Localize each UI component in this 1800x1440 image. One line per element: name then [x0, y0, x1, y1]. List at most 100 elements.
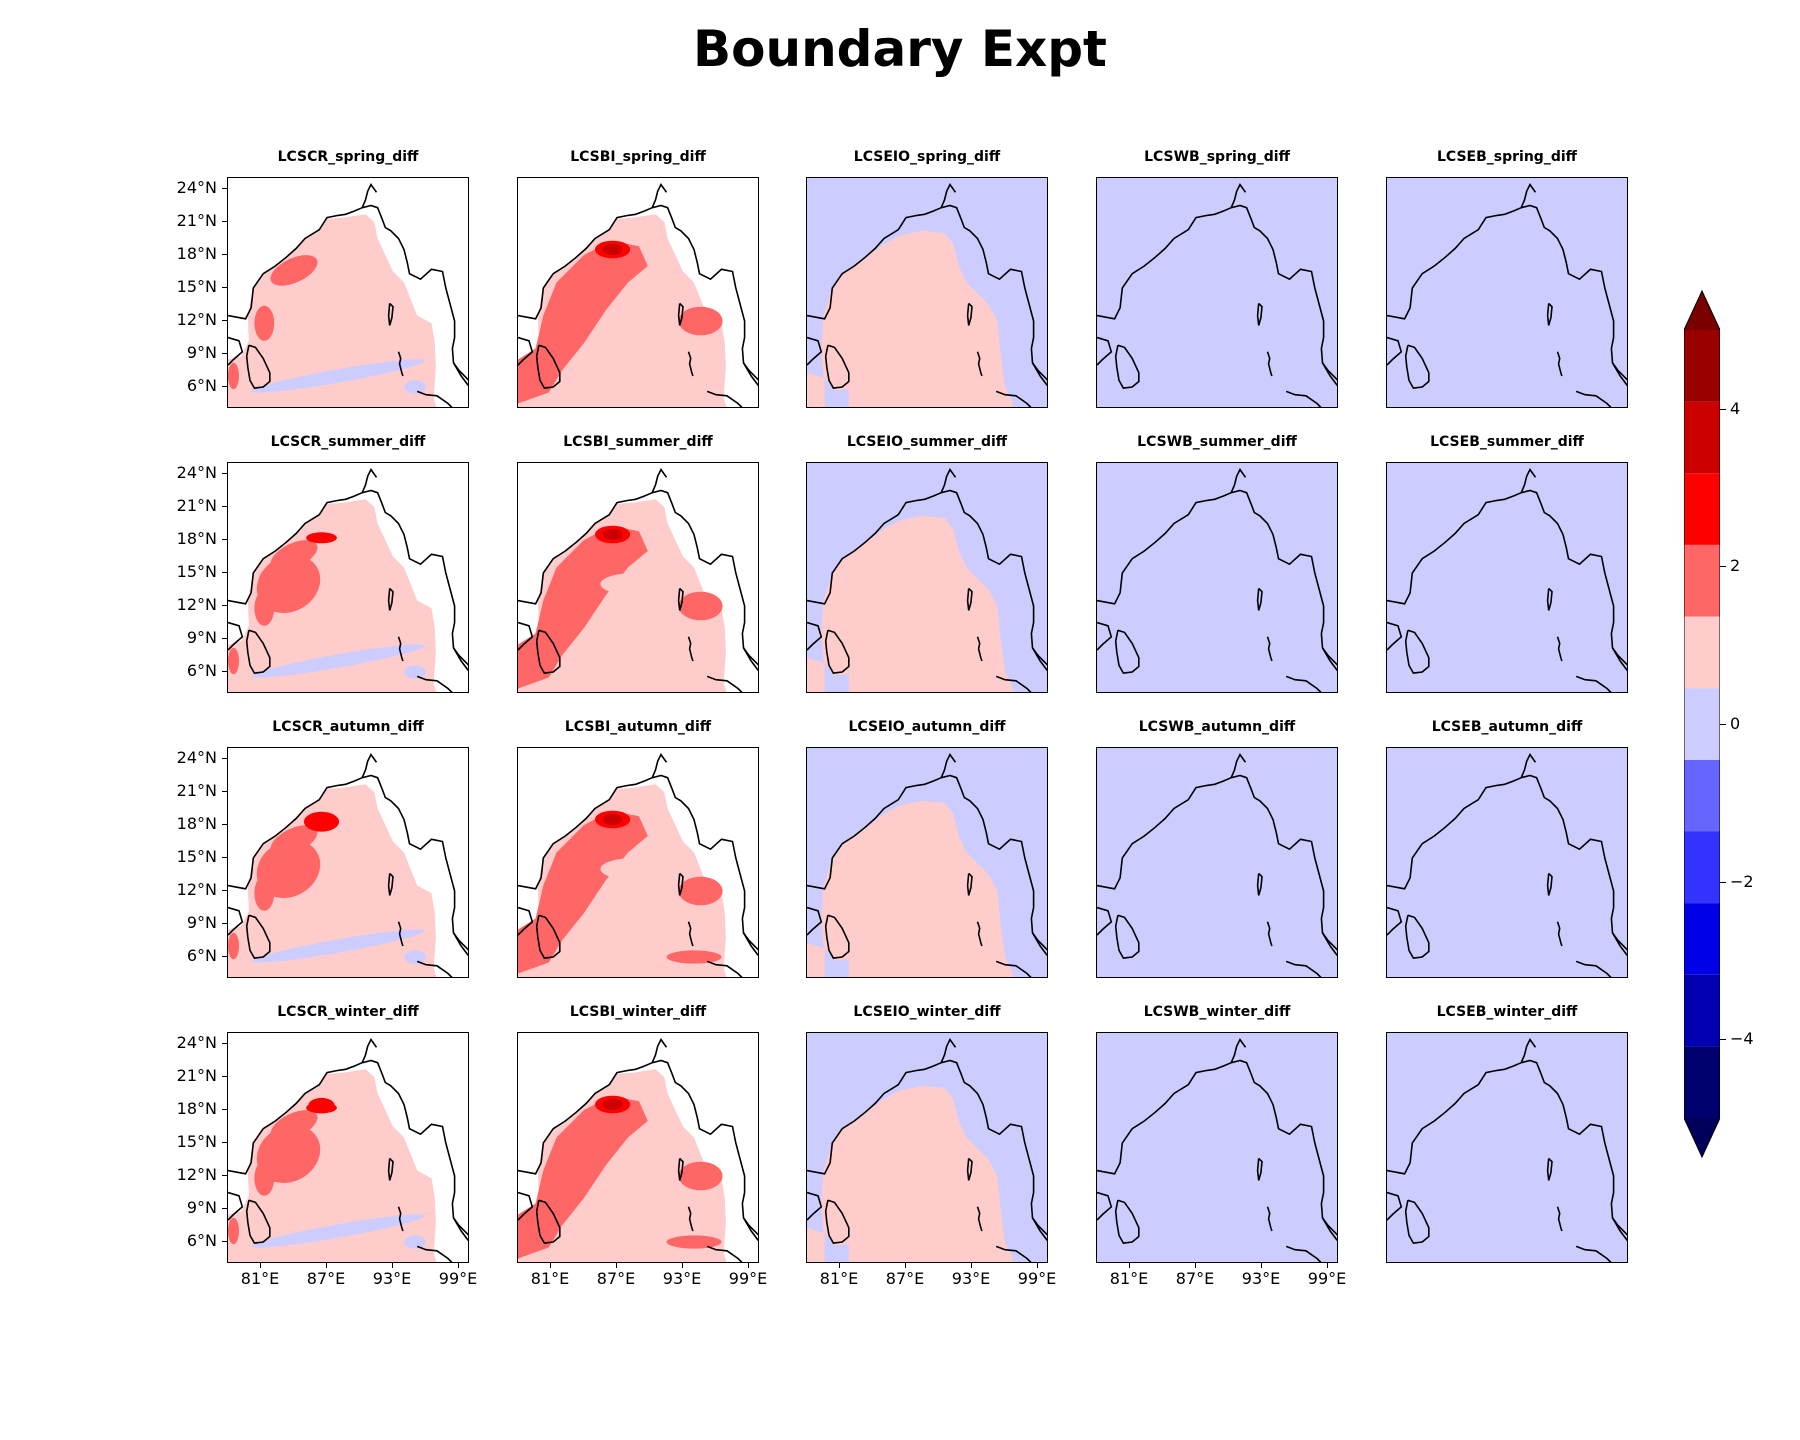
andaman-islands [1256, 587, 1263, 611]
map-svg [228, 1038, 468, 1262]
coastline [807, 1059, 1047, 1236]
lat-tick-mark [222, 254, 227, 255]
coastline [1031, 932, 1047, 957]
coastline [706, 960, 743, 977]
lon-tick-label: 81°E [819, 1269, 859, 1288]
andaman-islands [677, 872, 684, 896]
negative-patch [404, 380, 426, 394]
colorbar-segment [1684, 330, 1720, 402]
andaman-islands [1256, 1157, 1263, 1181]
nicobar-islands [976, 351, 983, 377]
coastline [1321, 647, 1337, 672]
colorbar-segment [1684, 616, 1720, 689]
map-svg [1387, 1033, 1627, 1262]
map-panel-lcswb-spring [1096, 177, 1338, 408]
coastline [1387, 336, 1403, 366]
negative-patch [404, 950, 426, 964]
map-svg [228, 183, 468, 407]
panel-title: LCSWB_spring_diff [1144, 149, 1290, 165]
andaman-islands [387, 1157, 394, 1181]
negative-field [1387, 1033, 1627, 1262]
coastline [706, 390, 743, 407]
map-svg [228, 753, 468, 977]
coastline [1321, 1217, 1337, 1242]
map-panel-lcsbi-winter [517, 1032, 759, 1263]
coastline [1520, 183, 1537, 209]
coastline [1321, 362, 1337, 387]
lon-tick-mark [326, 1263, 327, 1268]
coastline [1097, 1191, 1113, 1221]
nicobar-islands [687, 636, 694, 662]
colorbar-segment [1684, 974, 1720, 1047]
coastline [1575, 960, 1612, 977]
colorbar-svg [1683, 289, 1721, 1159]
coastline [452, 1217, 468, 1242]
lat-tick-mark [222, 1142, 227, 1143]
lon-tick-label: 87°E [596, 1269, 636, 1288]
coastline [228, 906, 244, 936]
coastline [416, 390, 453, 407]
panel-title: LCSWB_summer_diff [1137, 434, 1297, 450]
coastline [1031, 647, 1047, 672]
negative-patch [404, 665, 426, 679]
coastline [706, 1245, 743, 1262]
coastline [995, 1245, 1032, 1262]
coastline [228, 1059, 468, 1236]
nicobar-islands [976, 1206, 983, 1232]
coastline [452, 647, 468, 672]
positive-field-light [807, 1227, 825, 1262]
negative-field [1097, 1033, 1337, 1262]
positive-core [303, 811, 340, 832]
panel-title: LCSEB_summer_diff [1430, 434, 1584, 450]
lat-tick-mark [222, 539, 227, 540]
lon-tick-mark [550, 1263, 551, 1268]
panel-title: LCSEIO_summer_diff [846, 434, 1008, 450]
lon-tick-mark [616, 1263, 617, 1268]
coastline [416, 1245, 453, 1262]
lon-tick-label: 99°E [728, 1269, 768, 1288]
andaman-islands [966, 587, 973, 611]
sri-lanka-outline [535, 1199, 561, 1244]
lat-tick-label: 18°N [176, 244, 217, 263]
sri-lanka-outline [1114, 914, 1140, 959]
coastline [228, 204, 468, 381]
coastline [452, 932, 468, 957]
colorbar-over-triangle [1684, 290, 1720, 330]
negative-field [1097, 748, 1337, 977]
lat-tick-mark [222, 671, 227, 672]
coastline [1387, 774, 1627, 951]
lat-tick-label: 15°N [176, 277, 217, 296]
lat-tick-label: 6°N [186, 1231, 217, 1250]
positive-field-mid [518, 1095, 648, 1259]
nicobar-islands [1556, 921, 1563, 947]
map-panel-lcseio-winter [806, 1032, 1048, 1263]
coastline [1387, 204, 1627, 381]
coastline [995, 960, 1032, 977]
sri-lanka-outline [1114, 629, 1140, 674]
nicobar-islands [1266, 1206, 1273, 1232]
panel-title: LCSEIO_spring_diff [853, 149, 1001, 165]
colorbar-tick-label: −2 [1730, 871, 1754, 891]
positive-patch [600, 858, 667, 880]
lat-tick-mark [222, 824, 227, 825]
lat-tick-label: 12°N [176, 1165, 217, 1184]
lat-tick-mark [222, 923, 227, 924]
sri-lanka-outline [245, 629, 271, 674]
coastline [940, 468, 957, 494]
lat-tick-mark [222, 1208, 227, 1209]
panel-title: LCSCR_spring_diff [277, 149, 419, 165]
sri-lanka-outline [535, 344, 561, 389]
coastline [518, 906, 534, 936]
coastline [1520, 753, 1537, 779]
panel-title: LCSBI_spring_diff [570, 149, 706, 165]
positive-core [602, 244, 623, 255]
map-svg [228, 468, 468, 692]
positive-field-light [821, 1085, 1014, 1262]
coastline [518, 621, 534, 651]
colorbar-segment [1684, 1046, 1720, 1118]
lon-tick-mark [260, 1263, 261, 1268]
lat-tick-label: 9°N [186, 913, 217, 932]
lat-tick-label: 9°N [186, 1198, 217, 1217]
coastline [452, 362, 468, 387]
map-panel-lcswb-autumn [1096, 747, 1338, 978]
